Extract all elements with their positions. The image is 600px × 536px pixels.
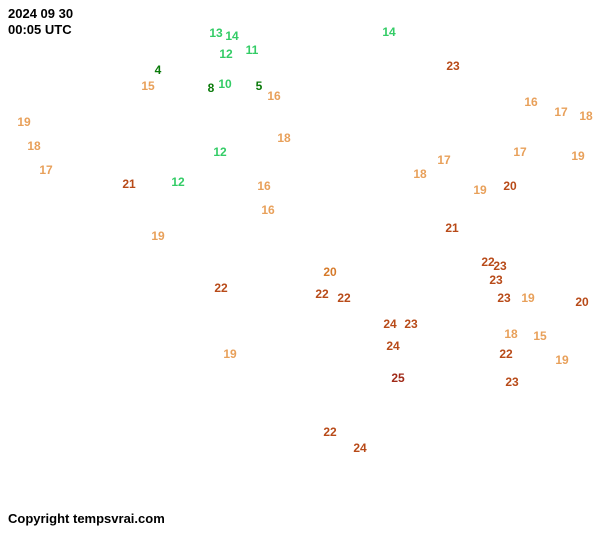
data-point: 16 — [257, 180, 270, 192]
data-point: 23 — [404, 318, 417, 330]
data-point: 12 — [219, 48, 232, 60]
data-point: 15 — [533, 330, 546, 342]
data-point: 19 — [571, 150, 584, 162]
data-point: 17 — [437, 154, 450, 166]
data-point: 19 — [555, 354, 568, 366]
data-point: 18 — [579, 110, 592, 122]
copyright-text: Copyright tempsvrai.com — [8, 511, 165, 526]
data-point: 17 — [554, 106, 567, 118]
data-point: 18 — [413, 168, 426, 180]
data-point: 16 — [261, 204, 274, 216]
data-point: 18 — [27, 140, 40, 152]
data-point: 23 — [489, 274, 502, 286]
data-point: 25 — [391, 372, 404, 384]
data-point: 22 — [499, 348, 512, 360]
data-point: 10 — [218, 78, 231, 90]
data-point: 15 — [141, 80, 154, 92]
data-point: 19 — [17, 116, 30, 128]
data-point: 21 — [445, 222, 458, 234]
data-point: 8 — [208, 82, 215, 94]
timestamp-header: 2024 09 30 00:05 UTC — [8, 6, 73, 39]
data-point: 21 — [122, 178, 135, 190]
data-point: 20 — [323, 266, 336, 278]
data-point: 12 — [213, 146, 226, 158]
data-point: 22 — [315, 288, 328, 300]
data-point: 11 — [246, 44, 259, 56]
time-line: 00:05 UTC — [8, 22, 73, 38]
data-point: 24 — [386, 340, 399, 352]
map-canvas: 2024 09 30 00:05 UTC 1314141211423158105… — [0, 0, 600, 536]
data-point: 14 — [382, 26, 395, 38]
data-point: 24 — [383, 318, 396, 330]
data-point: 19 — [223, 348, 236, 360]
data-point: 17 — [39, 164, 52, 176]
data-point: 18 — [277, 132, 290, 144]
data-point: 17 — [513, 146, 526, 158]
data-point: 18 — [504, 328, 517, 340]
data-point: 20 — [503, 180, 516, 192]
data-point: 14 — [225, 30, 238, 42]
data-point: 24 — [353, 442, 366, 454]
date-line: 2024 09 30 — [8, 6, 73, 22]
data-point: 16 — [267, 90, 280, 102]
data-point: 22 — [337, 292, 350, 304]
data-point: 5 — [256, 80, 263, 92]
data-point: 19 — [151, 230, 164, 242]
data-point: 13 — [209, 27, 222, 39]
data-point: 23 — [493, 260, 506, 272]
data-point: 23 — [497, 292, 510, 304]
data-point: 12 — [171, 176, 184, 188]
data-point: 22 — [323, 426, 336, 438]
data-point: 20 — [575, 296, 588, 308]
data-point: 23 — [446, 60, 459, 72]
data-point: 4 — [155, 64, 162, 76]
data-point: 23 — [505, 376, 518, 388]
data-point: 22 — [214, 282, 227, 294]
data-point: 16 — [524, 96, 537, 108]
data-point: 19 — [473, 184, 486, 196]
data-point: 19 — [521, 292, 534, 304]
